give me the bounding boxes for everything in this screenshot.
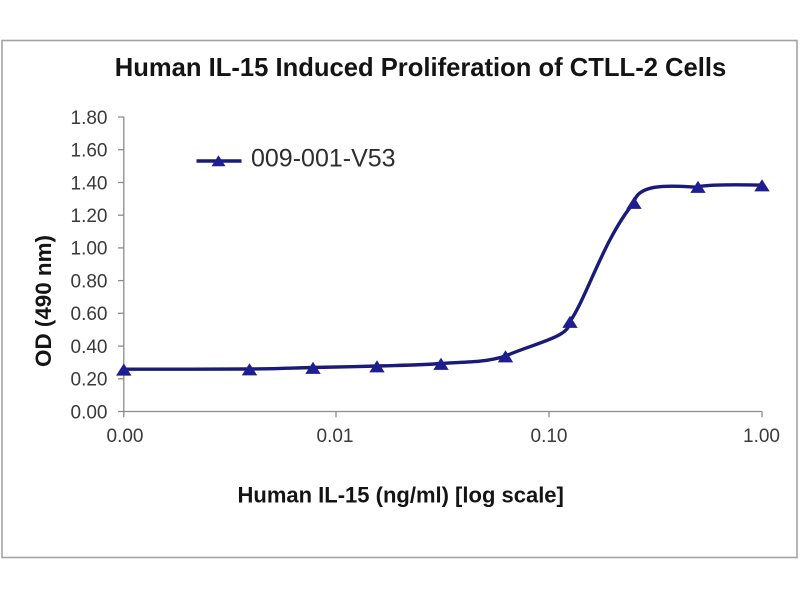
svg-text:0.40: 0.40 [71, 337, 108, 358]
svg-text:1.40: 1.40 [71, 173, 108, 194]
svg-text:Human IL-15 (ng/ml) [log scale: Human IL-15 (ng/ml) [log scale] [238, 482, 564, 507]
svg-text:1.80: 1.80 [71, 108, 108, 129]
svg-text:1.00: 1.00 [71, 239, 108, 260]
svg-text:0.00: 0.00 [107, 426, 144, 447]
svg-text:1.20: 1.20 [71, 206, 108, 227]
svg-text:Human IL-15 Induced Proliferat: Human IL-15 Induced Proliferation of CTL… [115, 54, 726, 82]
svg-text:009-001-V53: 009-001-V53 [251, 145, 396, 173]
svg-text:0.00: 0.00 [71, 402, 108, 423]
svg-text:1.60: 1.60 [71, 141, 108, 162]
svg-text:0.10: 0.10 [531, 426, 568, 447]
svg-text:0.20: 0.20 [71, 370, 108, 391]
svg-text:OD (490 nm): OD (490 nm) [31, 235, 56, 367]
svg-text:1.00: 1.00 [743, 426, 780, 447]
svg-text:0.60: 0.60 [71, 304, 108, 325]
svg-text:0.80: 0.80 [71, 271, 108, 292]
svg-text:0.01: 0.01 [317, 426, 354, 447]
